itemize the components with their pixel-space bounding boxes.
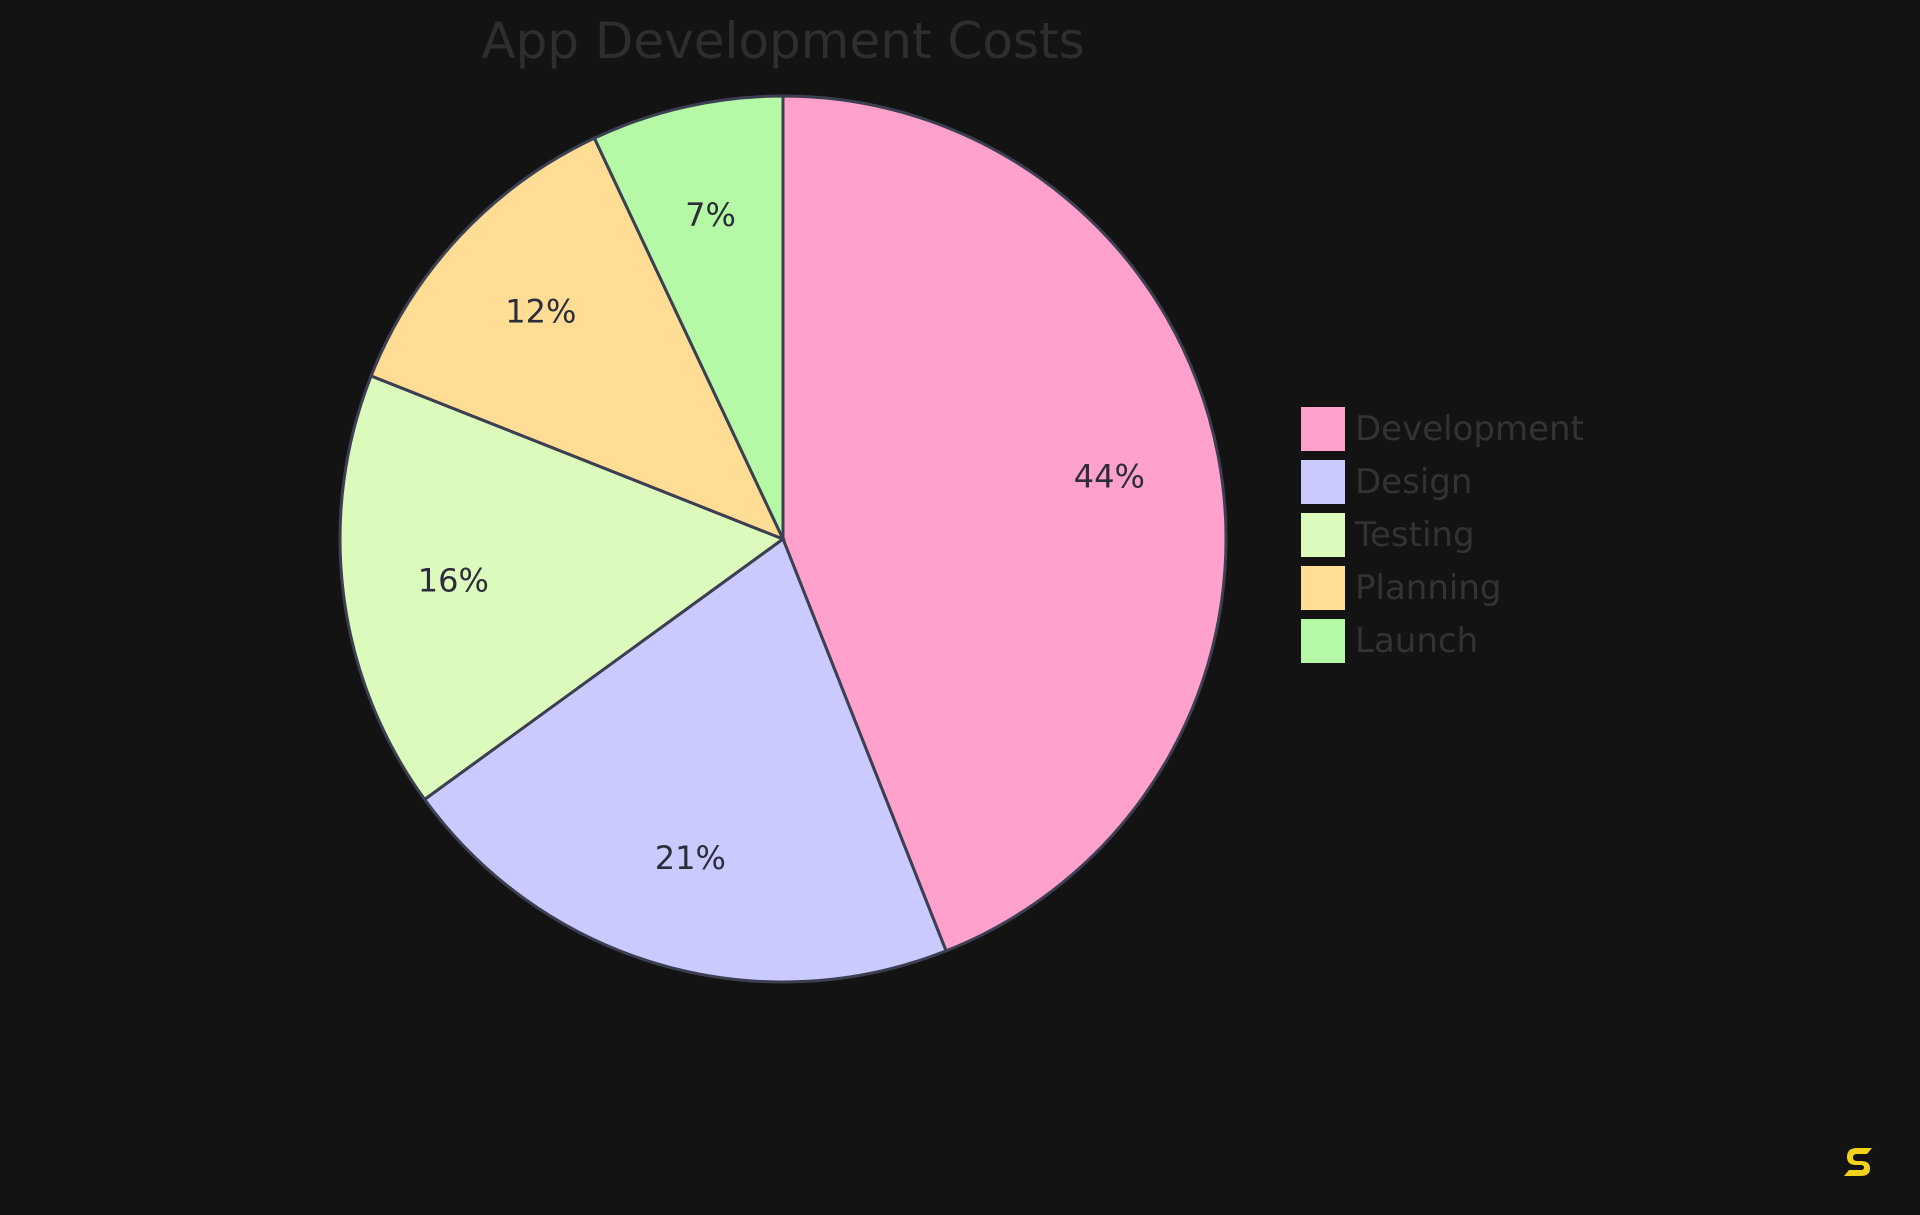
legend-label-development: Development [1355, 409, 1584, 449]
pie-slice-design [422, 536, 949, 984]
slice-label-design: 21% [655, 839, 726, 877]
slice-label-development: 44% [1074, 458, 1145, 496]
slice-label-launch: 7% [685, 196, 736, 234]
legend-swatch-development [1299, 405, 1347, 453]
legend-swatch-testing [1299, 511, 1347, 559]
legend-label-testing: Testing [1354, 515, 1475, 555]
legend-swatch-design [1299, 458, 1347, 506]
legend-label-launch: Launch [1355, 621, 1478, 661]
pie-slice-planning [369, 136, 786, 542]
slice-label-planning: 12% [505, 293, 576, 331]
pie-slice-testing [338, 373, 787, 802]
pie-slice-launch [592, 94, 785, 540]
legend-swatch-planning [1299, 564, 1347, 612]
pie-slices [338, 94, 1228, 984]
pie-slice-labels: 44% 21% 16% 12% 7% [418, 196, 1145, 877]
legend-swatch-launch [1299, 617, 1347, 665]
pie-slice-development [781, 94, 1228, 953]
chart-title: App Development Costs [481, 12, 1084, 70]
legend-label-design: Design [1355, 462, 1472, 502]
slice-label-testing: 16% [418, 562, 489, 600]
brand-s-logo-icon [1844, 1148, 1872, 1176]
legend: Development Design Testing Planning Launch [1299, 405, 1584, 665]
legend-label-planning: Planning [1355, 568, 1501, 608]
